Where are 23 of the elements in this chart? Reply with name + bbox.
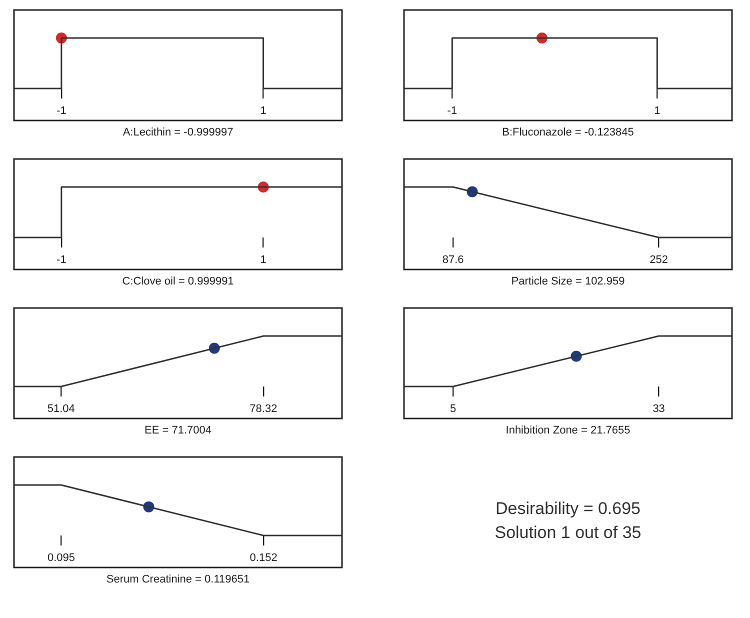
x-tick-label: 5 <box>450 403 456 416</box>
x-tick-label: 1 <box>260 105 266 118</box>
x-tick-label: 78.32 <box>250 403 278 416</box>
x-tick-label: 0.095 <box>47 552 75 564</box>
x-tick-label: 51.04 <box>47 403 75 416</box>
text: Solution 1 out of 35 <box>494 522 642 544</box>
x-tick-label: 252 <box>650 254 668 266</box>
x-tick-label: -1 <box>447 105 458 118</box>
x-tick-label: 1 <box>654 105 660 118</box>
x-tick-label: -1 <box>56 105 66 118</box>
x-tick-label: 1 <box>260 254 266 266</box>
x-tick-label: 87.6 <box>442 254 464 266</box>
text: Desirability = 0.695 <box>495 498 641 520</box>
x-axis-title: EE = 71.7004 <box>144 424 212 436</box>
x-tick-label: 33 <box>652 403 665 416</box>
x-axis-title: Inhibition Zone = 21.7655 <box>506 424 630 436</box>
x-tick-label: -1 <box>56 254 66 266</box>
x-axis-title: C:Clove oil = 0.999991 <box>122 275 234 288</box>
x-axis-title: A:Lecithin = -0.999997 <box>122 126 234 138</box>
x-axis-title: B:Fluconazole = -0.123845 <box>502 126 634 138</box>
x-axis-title: Serum Creatinine = 0.119651 <box>106 573 250 586</box>
x-tick-label: 0.152 <box>250 552 278 564</box>
x-axis-title: Particle Size = 102.959 <box>511 275 625 288</box>
